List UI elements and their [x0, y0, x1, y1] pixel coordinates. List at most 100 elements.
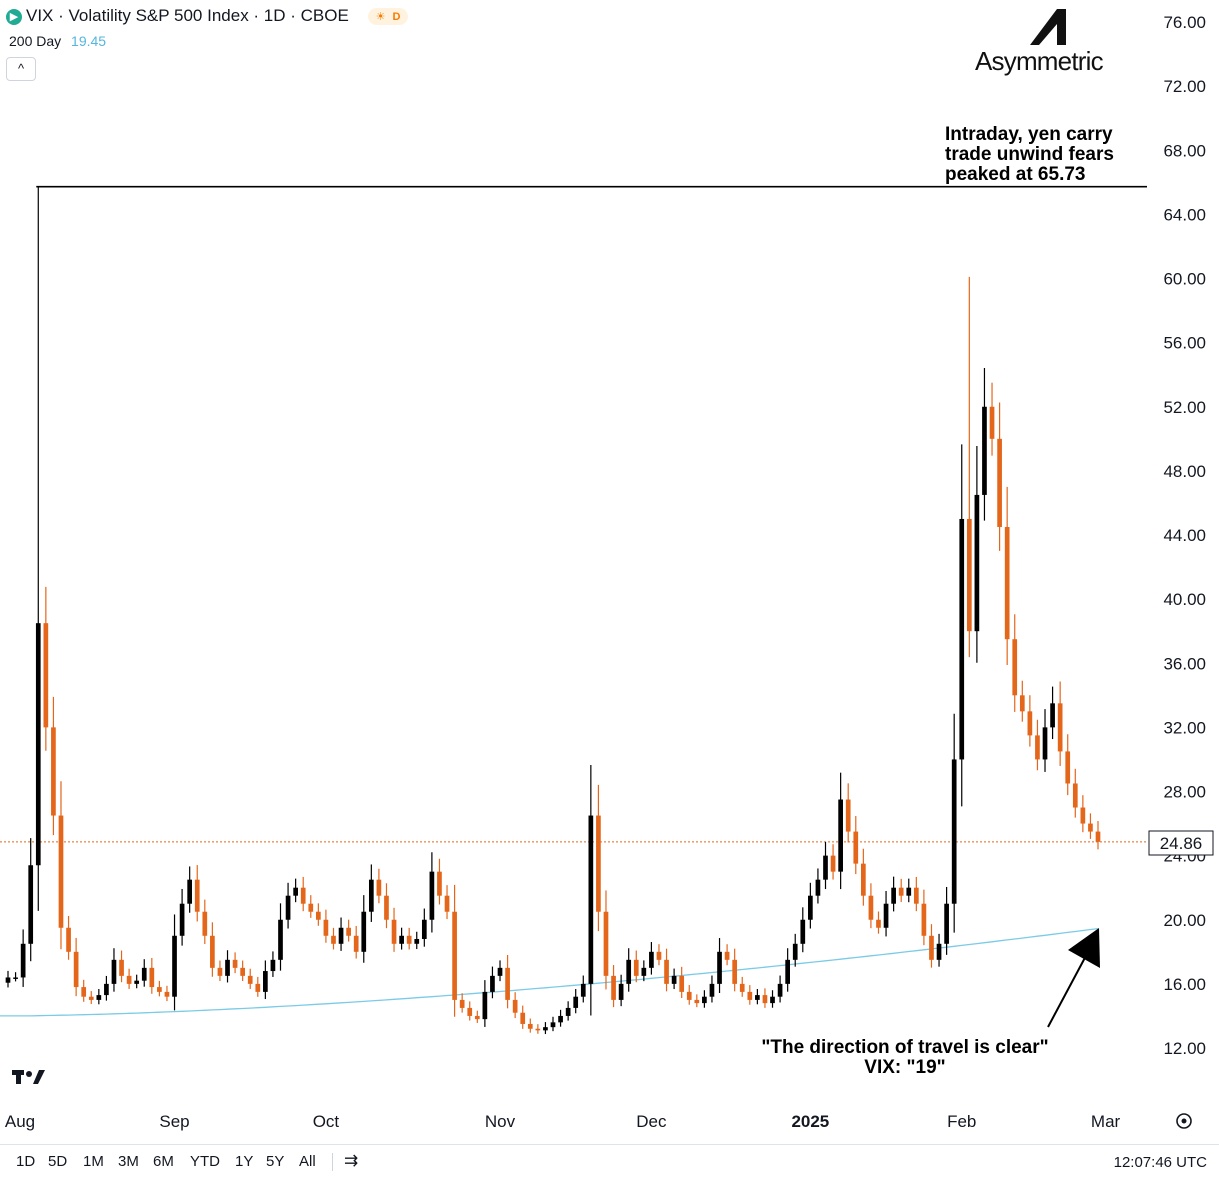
- candle-body: [1080, 807, 1086, 824]
- candle-body: [702, 996, 707, 1004]
- y-tick-label: 56.00: [1163, 334, 1206, 353]
- candle-body: [119, 959, 124, 976]
- candle-body: [58, 815, 64, 928]
- candle-body: [573, 996, 579, 1008]
- candle-body: [913, 887, 919, 904]
- x-tick-label: Feb: [947, 1112, 976, 1131]
- timeframe-1m[interactable]: 1M: [83, 1153, 104, 1170]
- candle-body: [225, 959, 230, 976]
- candle-body: [876, 919, 881, 928]
- candle-body: [179, 903, 185, 936]
- candle-body: [543, 1027, 548, 1031]
- candle-body: [550, 1022, 556, 1028]
- timeframe-5d[interactable]: 5D: [48, 1153, 68, 1170]
- y-tick-label: 76.00: [1163, 13, 1206, 32]
- y-tick-label: 44.00: [1163, 526, 1206, 545]
- candle-body: [777, 983, 783, 997]
- candle-body: [210, 935, 215, 968]
- candle-body: [217, 967, 223, 976]
- sun-icon: ☀: [375, 11, 386, 24]
- timeframe-3m[interactable]: 3M: [118, 1153, 139, 1170]
- candle-body: [611, 975, 616, 1000]
- y-tick-label: 16.00: [1163, 975, 1206, 994]
- candle-body: [951, 759, 957, 904]
- arrow-annotation: [1047, 928, 1100, 1028]
- candle-body: [664, 959, 669, 984]
- candle-body: [81, 987, 87, 997]
- candle-body: [883, 903, 889, 928]
- gear-icon[interactable]: [1176, 1113, 1192, 1129]
- candle-body: [679, 975, 685, 992]
- candle-body: [270, 959, 276, 972]
- market-status-badge: ☀ D: [367, 8, 409, 26]
- candle-body: [308, 903, 314, 912]
- timeframe-all[interactable]: All: [299, 1153, 316, 1170]
- candle-body: [5, 977, 11, 983]
- collapse-legend-button[interactable]: ^: [6, 57, 36, 81]
- candle-body: [452, 911, 457, 1000]
- candle-body: [762, 995, 768, 1004]
- y-tick-label: 32.00: [1163, 718, 1206, 737]
- timeframe-1y[interactable]: 1Y: [235, 1153, 254, 1170]
- x-tick-label: Mar: [1091, 1112, 1121, 1131]
- timeframe-5y[interactable]: 5Y: [266, 1153, 285, 1170]
- candle-body: [20, 943, 26, 978]
- utc-clock[interactable]: 12:07:46 UTC: [1113, 1154, 1207, 1171]
- candle-body: [66, 927, 71, 952]
- candle-body: [785, 959, 790, 984]
- candle-body: [974, 494, 980, 632]
- candle-body: [929, 935, 934, 960]
- x-tick-label: Aug: [5, 1112, 35, 1131]
- candle-body: [391, 919, 397, 944]
- timeframe-divider: [332, 1153, 333, 1171]
- candle-body: [527, 1023, 533, 1029]
- candle-body: [641, 967, 647, 976]
- candle-body: [906, 887, 912, 896]
- x-tick-label: Oct: [313, 1112, 340, 1131]
- ma-200-line: [0, 927, 1099, 1017]
- candle-body: [936, 943, 942, 960]
- candle-body: [861, 863, 866, 896]
- candle-body: [838, 799, 843, 872]
- candle-body: [331, 935, 336, 944]
- candle-body: [649, 951, 654, 968]
- candle-body: [997, 438, 1002, 527]
- candle-body: [732, 959, 738, 984]
- candle-body: [323, 919, 329, 936]
- date-range-icon[interactable]: ⇉: [344, 1151, 359, 1170]
- tradingview-logo-icon: [12, 1070, 45, 1084]
- candle-body: [724, 951, 730, 960]
- candle-body: [414, 938, 420, 944]
- y-tick-label: 36.00: [1163, 654, 1206, 673]
- y-tick-label: 12.00: [1163, 1039, 1206, 1058]
- price-tag: 24.86: [1148, 830, 1214, 856]
- ma-legend[interactable]: 200 Day 19.45: [9, 33, 106, 49]
- candle-body: [285, 895, 291, 920]
- timeframe-6m[interactable]: 6M: [153, 1153, 174, 1170]
- candle-body: [467, 1007, 473, 1016]
- price-tag-label: 24.86: [1160, 834, 1203, 853]
- y-tick-label: 52.00: [1163, 398, 1206, 417]
- timeframe-bar: 1D 5D 1M 3M 6M YTD 1Y 5Y All ⇉ 12:07:46 …: [0, 1144, 1219, 1180]
- candle-body: [247, 975, 253, 984]
- candles-group: [5, 186, 1101, 1035]
- candle-body: [13, 977, 18, 979]
- candle-body: [361, 911, 367, 952]
- timeframe-ytd[interactable]: YTD: [190, 1153, 220, 1170]
- quote-line-2: VIX: "19": [864, 1057, 946, 1078]
- timeframe-1d[interactable]: 1D: [16, 1153, 36, 1170]
- y-tick-label: 64.00: [1163, 205, 1206, 224]
- chart-header: ▶ VIX · Volatility S&P 500 Index · 1D · C…: [6, 6, 409, 26]
- candle-body: [1042, 727, 1048, 760]
- symbol-title[interactable]: VIX · Volatility S&P 500 Index · 1D · CB…: [26, 6, 349, 25]
- candle-body: [346, 927, 351, 936]
- peak-annotation: Intraday, yen carry trade unwind fears p…: [945, 125, 1114, 185]
- y-tick-label: 60.00: [1163, 270, 1206, 289]
- brand-name: Asymmetric: [975, 46, 1104, 76]
- candle-body: [134, 980, 140, 984]
- candle-body: [1012, 639, 1018, 696]
- asymmetric-logo-icon: [1030, 9, 1066, 45]
- candle-body: [1095, 831, 1101, 842]
- candle-body: [73, 951, 79, 988]
